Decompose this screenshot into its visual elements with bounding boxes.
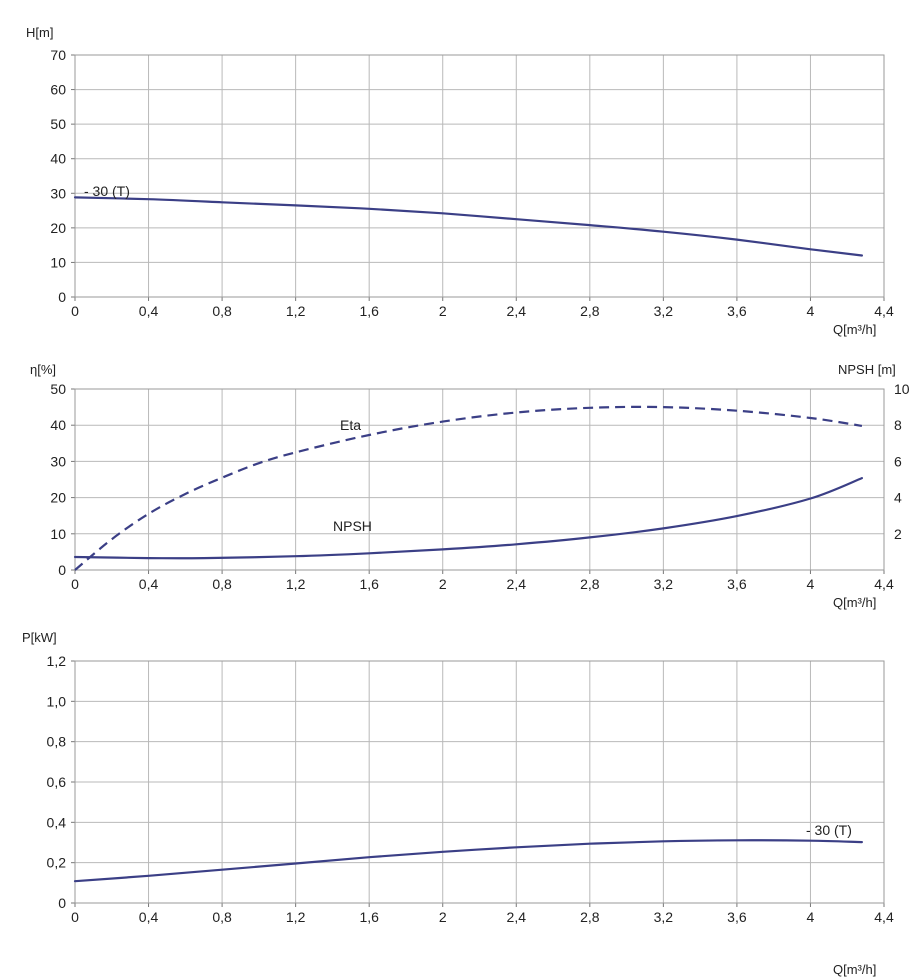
head-y-tick-label: 40 [50, 151, 66, 167]
power-y-tick-label: 0,2 [47, 855, 67, 871]
npsh-y-axis-label: NPSH [m] [838, 362, 896, 377]
efficiency-plot-frame [74, 388, 885, 571]
head-curve-label: - 30 (T) [84, 183, 130, 199]
power-x-tick-label: 2 [439, 909, 447, 925]
eta-curve-label: Eta [340, 417, 361, 433]
head-grid [71, 54, 885, 301]
power-y-tick-label: 0,6 [47, 774, 67, 790]
head-series [73, 196, 863, 257]
head-series-30-t-line [73, 196, 863, 257]
power-x-tick-label: 1,2 [286, 909, 306, 925]
power-curve-label: - 30 (T) [806, 822, 852, 838]
head-x-tick-label: 2,8 [580, 303, 600, 319]
efficiency-x-tick-label: 2 [439, 576, 447, 592]
head-x-tick-label: 1,6 [359, 303, 379, 319]
efficiency-x-tick-label: 2,8 [580, 576, 600, 592]
efficiency-x-tick-label: 1,2 [286, 576, 306, 592]
efficiency-x-tick-label: 0 [71, 576, 79, 592]
power-grid [71, 660, 885, 907]
efficiency-grid [71, 388, 885, 574]
efficiency-x-tick-label: 4 [807, 576, 815, 592]
efficiency-series-eta-line [74, 405, 863, 571]
power-plot-frame [74, 660, 885, 904]
efficiency-x-tick-label: 1,6 [359, 576, 379, 592]
head-y-tick-label: 20 [50, 220, 66, 236]
head-x-tick-label: 0,8 [212, 303, 232, 319]
head-plot-frame [74, 54, 885, 298]
efficiency-x-axis-label: Q[m³/h] [833, 595, 876, 610]
power-y-tick-label: 0,4 [47, 814, 67, 830]
efficiency-y-tick-label: 40 [50, 417, 66, 433]
efficiency-x-tick-label: 2,4 [507, 576, 527, 592]
power-y-axis-label: P[kW] [22, 630, 57, 645]
power-x-tick-label: 0,8 [212, 909, 232, 925]
power-x-tick-label: 3,6 [727, 909, 747, 925]
efficiency-x-tick-label: 3,2 [654, 576, 674, 592]
head-x-tick-label: 2 [439, 303, 447, 319]
efficiency-x-tick-label: 4,4 [874, 576, 894, 592]
head-y-ticks: 0 10 20 30 40 50 60 70 [50, 47, 66, 305]
power-x-tick-label: 4 [807, 909, 815, 925]
power-y-tick-label: 1,2 [47, 653, 67, 669]
power-x-axis-label: Q[m³/h] [833, 962, 876, 977]
power-x-tick-label: 3,2 [654, 909, 674, 925]
efficiency-y2-tick-label: 2 [894, 526, 902, 542]
head-x-axis-label: Q[m³/h] [833, 322, 876, 337]
head-x-tick-label: 3,6 [727, 303, 747, 319]
efficiency-y2-tick-label: 6 [894, 453, 902, 469]
efficiency-x-ticks: 0 0,4 0,8 1,2 1,6 2 2,4 2,8 3,2 3,6 4 4,4 [71, 576, 894, 592]
power-x-tick-label: 1,6 [359, 909, 379, 925]
head-y-tick-label: 70 [50, 47, 66, 63]
power-chart: P[kW] 0 0,4 0,8 1,2 1,6 2 2,4 2,8 3,2 3,6 4 4,4 0 0,… [22, 630, 894, 977]
efficiency-x-tick-label: 3,6 [727, 576, 747, 592]
eta-y-axis-label: η[%] [30, 362, 56, 377]
efficiency-y2-tick-label: 10 [894, 381, 910, 397]
head-y-axis-label: H[m] [26, 25, 53, 40]
power-series [73, 839, 863, 883]
head-x-tick-label: 1,2 [286, 303, 306, 319]
head-x-ticks: 0 0,4 0,8 1,2 1,6 2 2,4 2,8 3,2 3,6 4 4,4 [71, 303, 894, 319]
efficiency-x-tick-label: 0,8 [212, 576, 232, 592]
head-x-tick-label: 3,2 [654, 303, 674, 319]
head-y-tick-label: 50 [50, 116, 66, 132]
efficiency-y-tick-label: 0 [58, 562, 66, 578]
head-chart: H[m] 0 0,4 0,8 1,2 1,6 2 2,4 2,8 3,2 3,6 4 4,4 0 10 2… [26, 25, 894, 337]
efficiency-series [73, 405, 863, 571]
efficiency-y2-tick-label: 4 [894, 490, 902, 506]
head-x-tick-label: 0,4 [139, 303, 159, 319]
npsh-curve-label: NPSH [333, 518, 372, 534]
head-x-tick-label: 0 [71, 303, 79, 319]
efficiency-y-tick-label: 10 [50, 526, 66, 542]
power-y-ticks: 0 0,2 0,4 0,6 0,8 1,0 1,2 [47, 653, 67, 911]
power-y-tick-label: 0,8 [47, 734, 67, 750]
head-x-tick-label: 4,4 [874, 303, 894, 319]
power-x-tick-label: 4,4 [874, 909, 894, 925]
power-x-tick-label: 2,4 [507, 909, 527, 925]
efficiency-y-tick-label: 30 [50, 453, 66, 469]
head-y-tick-label: 30 [50, 185, 66, 201]
head-y-tick-label: 0 [58, 289, 66, 305]
power-y-tick-label: 1,0 [47, 693, 67, 709]
efficiency-chart: η[%] NPSH [m] 0 0,4 0,8 1,2 1,6 2 2,4 2,8 3,2 3,6… [30, 362, 910, 610]
power-x-tick-label: 2,8 [580, 909, 600, 925]
power-x-tick-label: 0 [71, 909, 79, 925]
head-y-tick-label: 10 [50, 254, 66, 270]
head-x-tick-label: 4 [807, 303, 815, 319]
head-x-tick-label: 2,4 [507, 303, 527, 319]
efficiency-y-tick-label: 20 [50, 490, 66, 506]
efficiency-y-ticks: 0 10 20 30 40 50 [50, 381, 66, 578]
efficiency-series-npsh-line [73, 477, 863, 560]
power-x-ticks: 0 0,4 0,8 1,2 1,6 2 2,4 2,8 3,2 3,6 4 4,4 [71, 909, 894, 925]
efficiency-y2-ticks: 2 4 6 8 10 [894, 381, 910, 542]
power-series-30-t-line [73, 839, 863, 883]
power-x-tick-label: 0,4 [139, 909, 159, 925]
efficiency-y-tick-label: 50 [50, 381, 66, 397]
efficiency-x-tick-label: 0,4 [139, 576, 159, 592]
power-y-tick-label: 0 [58, 895, 66, 911]
efficiency-y2-tick-label: 8 [894, 417, 902, 433]
head-y-tick-label: 60 [50, 82, 66, 98]
